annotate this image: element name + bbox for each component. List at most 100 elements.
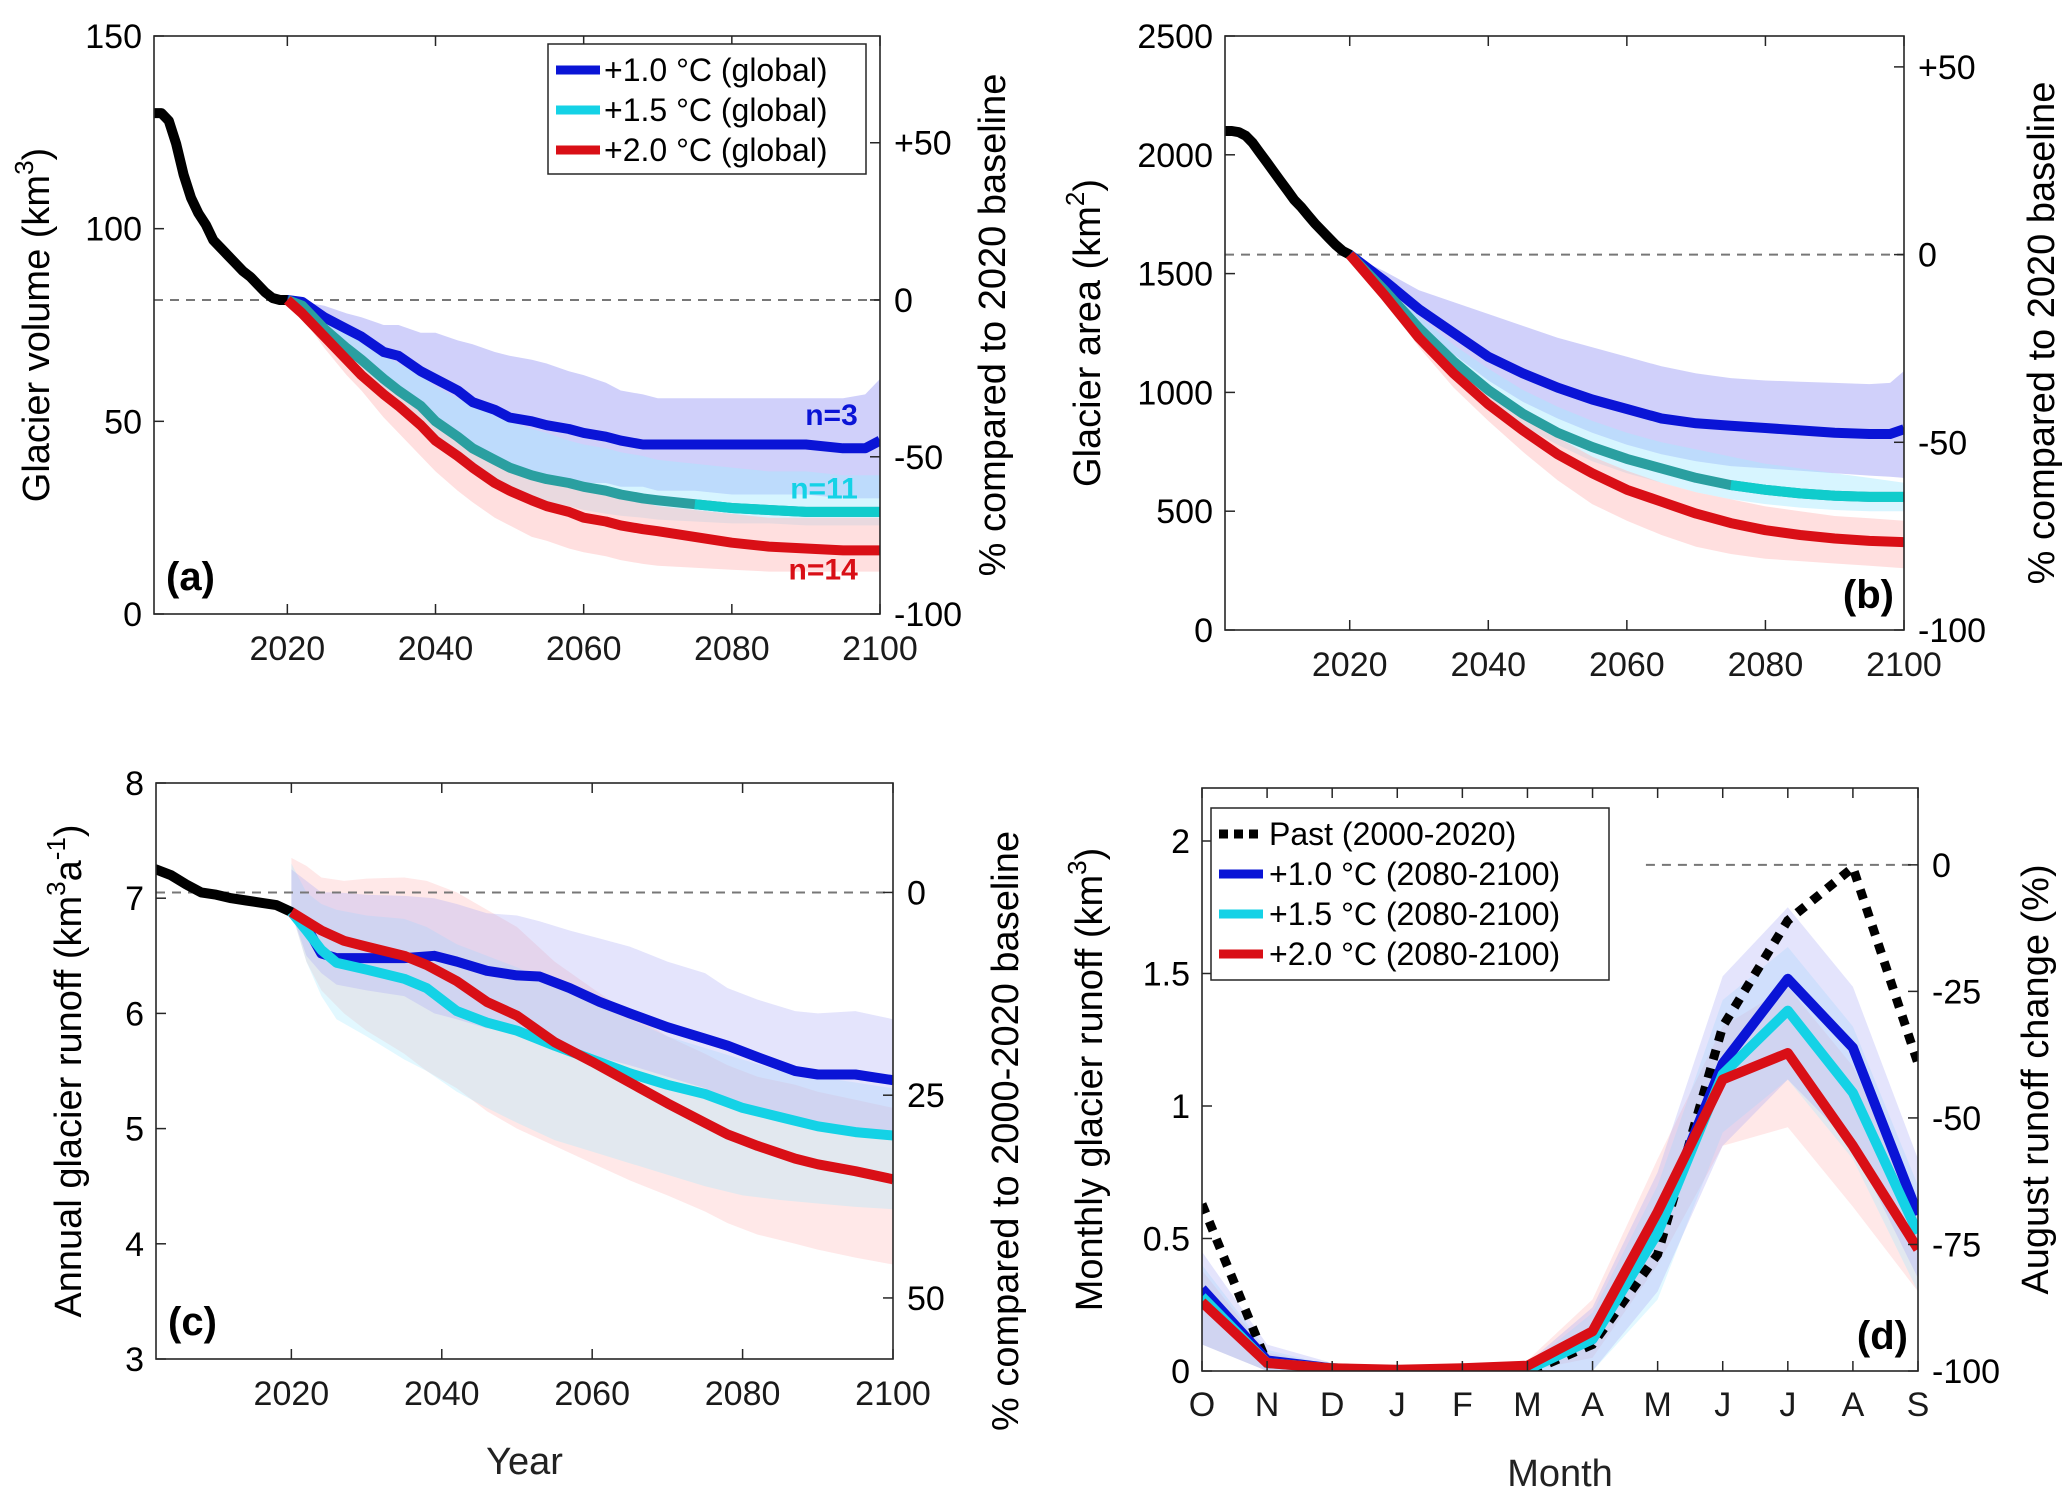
- y2-tick-label: 0: [894, 282, 913, 320]
- x-tick-label: 2020: [250, 630, 326, 668]
- y-tick-label: 5: [125, 1111, 144, 1149]
- x-tick-label: J: [1714, 1386, 1731, 1424]
- x-tick-label: 2040: [404, 1375, 480, 1413]
- axes-box: [1224, 35, 1905, 631]
- x-tick-label: F: [1452, 1386, 1473, 1424]
- x-tick-label: 2020: [254, 1375, 330, 1413]
- x-tick-label: 2100: [1866, 646, 1942, 684]
- x-tick-label: A: [1581, 1386, 1604, 1424]
- y-axis-title-sup: 3: [1062, 860, 1092, 874]
- series-line-plus2_0: [283, 296, 880, 556]
- panel-d: O N D J F M A M J J A S 0 0.5 1 1.5 2 0 -25 -50 -75 -100 Month…: [1062, 787, 2057, 1492]
- y2-axis-title: % compared to 2020 baseline: [972, 74, 1014, 577]
- y-axis-title: Glacier volume (km3): [9, 148, 58, 502]
- series-line-plus2_0: [1202, 1048, 1918, 1371]
- plot-area: [1202, 859, 1918, 1371]
- y-tick-label: 1: [1171, 1088, 1190, 1126]
- plot-area: [1225, 126, 1904, 569]
- series-line-past: [1202, 859, 1918, 1371]
- y2-tick-label: -50: [1918, 424, 1967, 462]
- y-axis-title: Monthly glacier runoff (km3): [1062, 848, 1111, 1312]
- x-tick-label: 2040: [398, 630, 474, 668]
- y-axis-title-main: Monthly glacier runoff (km: [1069, 875, 1111, 1311]
- y-axis-title-sup: 2: [1060, 192, 1090, 206]
- y-axis-title-close: ): [16, 148, 58, 161]
- x-tick-label: 2040: [1450, 646, 1526, 684]
- series-line-past: [156, 864, 297, 917]
- y2-tick-label: 25: [907, 1077, 945, 1115]
- uncertainty-band-plus1_5: [291, 863, 893, 1210]
- y-tick-label: 2500: [1137, 18, 1213, 56]
- x-tick-label: 2100: [842, 630, 918, 668]
- y-axis-title-sup: 3: [9, 160, 39, 174]
- x-tick-label: J: [1779, 1386, 1796, 1424]
- ensemble-count-label: n=11: [790, 472, 858, 505]
- x-tick-label: 2060: [546, 630, 622, 668]
- x-tick-label: 2080: [1728, 646, 1804, 684]
- plot-area: [154, 108, 880, 572]
- series-line-plus2_0: [1345, 251, 1904, 548]
- ensemble-count-label: n=3: [805, 399, 858, 432]
- y2-tick-label: -75: [1932, 1226, 1981, 1264]
- panel-label: (a): [166, 555, 215, 599]
- panel-c: 2020 2040 2060 2080 2100 3 4 5 6 7 8 0 25 50 Annual gl…: [41, 765, 1027, 1483]
- series-line-tail-plus1_5: [694, 499, 880, 517]
- x-tick-label: S: [1907, 1386, 1930, 1424]
- x-tick-label: M: [1513, 1386, 1541, 1424]
- y2-tick-label: 0: [1918, 237, 1937, 275]
- series-line-plus2_0: [288, 907, 893, 1185]
- uncertainty-band-plus1_0: [1349, 254, 1904, 478]
- y2-tick-label: 0: [1932, 847, 1951, 885]
- plot-area: [156, 857, 893, 1265]
- x-tick-label: A: [1842, 1386, 1865, 1424]
- y-tick-label: 3: [125, 1341, 144, 1379]
- panel-label: (c): [168, 1300, 217, 1344]
- ensemble-count-label: n=14: [789, 553, 859, 586]
- series-line-tail-plus1_5: [1730, 480, 1904, 502]
- y2-tick-label: -50: [1932, 1100, 1981, 1138]
- y-tick-label: 7: [125, 880, 144, 918]
- y-tick-label: 1.5: [1143, 956, 1190, 994]
- uncertainty-band-plus1_0: [1202, 907, 1918, 1371]
- x-axis-title: Year: [486, 1441, 563, 1483]
- x-tick-label: O: [1189, 1386, 1215, 1424]
- y-tick-label: 0: [1194, 612, 1213, 650]
- y2-axis-title: August runoff change (%): [2015, 864, 2057, 1294]
- panel-a: 2020 2040 2060 2080 2100 0 50 100 150 +50 0 -50 -100…: [9, 18, 1014, 668]
- y-axis-title-close: ): [48, 824, 90, 837]
- y-tick-label: 50: [104, 403, 142, 441]
- x-tick-label: D: [1320, 1386, 1345, 1424]
- legend-label: +2.0 °C (2080-2100): [1269, 936, 1560, 972]
- x-tick-label: 2060: [554, 1375, 630, 1413]
- x-tick-label: 2060: [1589, 646, 1665, 684]
- y-tick-label: 1500: [1137, 256, 1213, 294]
- y-axis-title-main: Annual glacier runoff (km: [48, 896, 90, 1318]
- y2-tick-label: -100: [894, 596, 962, 634]
- y-tick-label: 2: [1171, 823, 1190, 861]
- y-tick-label: 0: [1171, 1353, 1190, 1391]
- y-axis-title-mid: a: [48, 859, 90, 881]
- panel-label: (d): [1857, 1314, 1908, 1358]
- y-axis-title-close: ): [1069, 848, 1111, 861]
- legend-label: +1.5 °C (2080-2100): [1269, 896, 1560, 932]
- y-tick-label: 100: [85, 211, 142, 249]
- x-axis-title: Month: [1507, 1453, 1613, 1492]
- y-tick-label: 6: [125, 995, 144, 1033]
- y-axis-title-sup2: -1: [41, 837, 71, 860]
- y2-axis-title: % compared to 2020 baseline: [2021, 82, 2063, 585]
- legend-label: Past (2000-2020): [1269, 816, 1516, 852]
- y-tick-label: 2000: [1137, 137, 1213, 175]
- y-tick-label: 500: [1156, 493, 1213, 531]
- y-tick-label: 0: [123, 596, 142, 634]
- y2-tick-label: -100: [1932, 1353, 2000, 1391]
- x-tick-label: J: [1389, 1386, 1406, 1424]
- legend-box: [547, 43, 867, 175]
- y2-tick-label: +50: [1918, 49, 1976, 87]
- y2-tick-label: 50: [907, 1280, 945, 1318]
- y-axis-title-close: ): [1067, 179, 1109, 192]
- legend-label: +1.0 °C (2080-2100): [1269, 856, 1560, 892]
- y2-tick-label: -100: [1918, 612, 1986, 650]
- axes-box: [1201, 787, 1919, 1372]
- legend-label: +2.0 °C (global): [604, 132, 828, 168]
